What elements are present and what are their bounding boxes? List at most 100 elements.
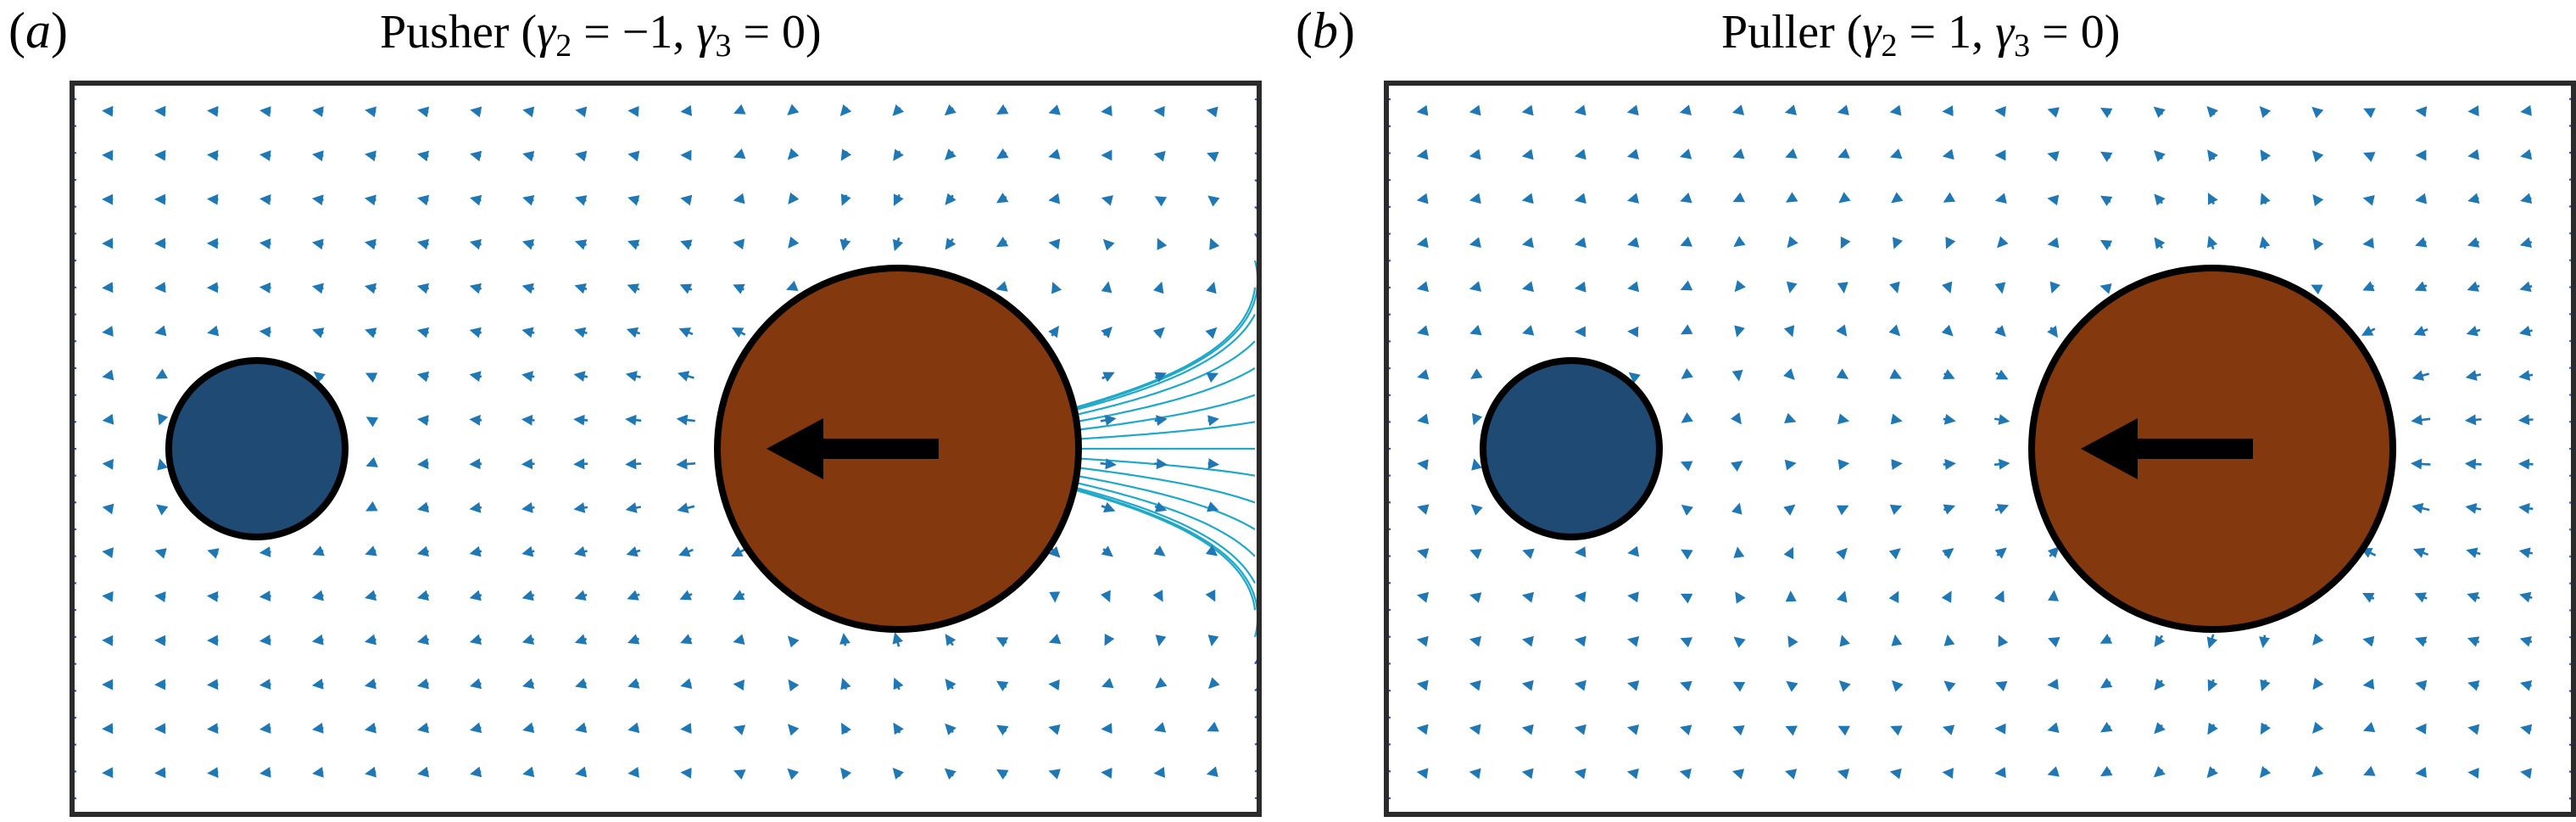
panel-b-velocity-arrow — [2467, 193, 2480, 204]
panel-b-velocity-arrow — [1680, 637, 1692, 648]
panel-a-velocity-arrow — [1155, 677, 1168, 689]
panel-a-velocity-arrow — [680, 767, 692, 779]
panel-a-velocity-arrow — [1101, 545, 1113, 557]
panel-b-velocity-arrow — [1626, 148, 1640, 160]
panel-b-velocity-arrow — [1993, 414, 2010, 425]
panel-a-streamline — [1254, 98, 1257, 101]
panel-a-velocity-arrow — [364, 678, 376, 690]
panel-a-velocity-arrow — [470, 106, 482, 118]
panel-a-streamline — [1078, 482, 1256, 557]
panel-a-velocity-arrow — [1155, 635, 1167, 647]
panel-a-velocity-arrow — [627, 766, 639, 778]
panel-b-velocity-arrow — [1627, 635, 1640, 647]
panel-b-streamline — [1389, 635, 1391, 638]
panel-a-velocity-arrow — [1100, 414, 1117, 426]
panel-b-velocity-arrow — [1574, 281, 1586, 293]
panel-a-velocity-arrow — [469, 238, 482, 250]
panel-a-velocity-arrow — [627, 634, 640, 645]
panel-a-velocity-arrow — [417, 415, 429, 427]
panel-a-velocity-arrow — [733, 634, 745, 646]
panel-a-velocity-arrow — [1048, 545, 1061, 558]
panel-b-velocity-arrow — [2467, 237, 2480, 248]
panel-b-velocity-arrow — [2519, 281, 2533, 293]
panel-b-streamline — [1389, 125, 1391, 127]
panel-a-velocity-arrow — [945, 193, 956, 205]
panel-b-velocity-arrow — [1731, 412, 1742, 425]
panel-a-velocity-arrow — [417, 501, 430, 513]
panel-b-velocity-arrow — [1471, 458, 1482, 471]
panel-b-velocity-arrow — [1890, 725, 1903, 736]
panel-a-velocity-arrow — [627, 678, 640, 689]
panel-a-velocity-arrow — [311, 282, 324, 294]
panel-a-velocity-arrow — [1101, 195, 1113, 206]
panel-a-velocity-arrow — [1207, 721, 1219, 732]
panel-a-velocity-arrow — [1153, 105, 1165, 117]
panel-b-velocity-arrow — [1627, 680, 1640, 691]
panel-b-velocity-arrow — [1521, 768, 1534, 780]
panel-a-velocity-arrow — [945, 723, 956, 735]
panel-a-velocity-arrow — [574, 283, 588, 294]
panel-b-velocity-arrow — [2412, 502, 2430, 514]
panel-b-velocity-arrow — [1888, 590, 1899, 604]
panel-b-velocity-arrow — [1627, 281, 1640, 293]
panel-b-velocity-arrow — [1994, 193, 2007, 204]
panel-b-velocity-arrow — [1733, 546, 1745, 559]
panel-a-streamline — [1074, 488, 1257, 638]
panel-b-streamline — [1389, 716, 1391, 719]
panel-a-velocity-arrow — [312, 766, 324, 778]
panel-b-velocity-arrow — [1470, 504, 1483, 516]
panel-a-streamline — [1076, 487, 1256, 584]
panel-b-velocity-arrow — [2518, 370, 2534, 381]
panel-b-velocity-arrow — [2415, 106, 2428, 118]
panel-a-velocity-arrow — [416, 545, 430, 557]
panel-b-velocity-arrow — [2153, 106, 2166, 119]
panel-a-velocity-arrow — [470, 194, 482, 206]
panel-a-velocity-arrow — [470, 766, 482, 778]
panel-a-velocity-arrow — [575, 106, 588, 118]
panel-b-velocity-arrow — [1838, 192, 1851, 204]
panel-a-velocity-arrow — [945, 678, 956, 691]
panel-a-velocity-arrow — [259, 722, 271, 734]
panel-a-velocity-arrow — [365, 456, 378, 467]
panel-a-velocity-arrow — [311, 238, 324, 250]
panel-a-velocity-arrow — [365, 417, 379, 428]
panel-a-velocity-arrow — [365, 766, 377, 778]
panel-a-velocity-arrow — [1153, 545, 1166, 556]
panel-a-velocity-arrow — [1101, 723, 1112, 735]
panel-b-velocity-arrow — [2412, 547, 2429, 558]
panel-b-velocity-arrow — [1679, 768, 1692, 780]
panel-b-velocity-arrow — [1837, 590, 1848, 603]
panel-b-streamline — [1389, 205, 1391, 209]
panel-a-velocity-arrow — [893, 677, 904, 691]
panel-b-velocity-arrow — [1997, 236, 2009, 249]
panel-b-velocity-arrow — [1943, 680, 1956, 692]
panel-a-velocity-arrow — [840, 148, 852, 161]
panel-b-velocity-arrow — [1681, 549, 1693, 560]
panel-b-streamline — [2568, 770, 2571, 773]
panel-b-velocity-arrow — [1680, 236, 1692, 247]
panel-b-velocity-arrow — [1786, 680, 1798, 692]
panel-b-velocity-arrow — [1628, 372, 1641, 383]
panel-b-velocity-arrow — [1837, 282, 1848, 294]
panel-a-velocity-arrow — [1207, 195, 1220, 207]
panel-a-velocity-arrow — [839, 633, 851, 646]
panel-b-velocity-arrow — [1994, 547, 2007, 559]
panel-b-streamline — [1389, 366, 1391, 370]
panel-a-velocity-arrow — [680, 723, 692, 735]
panel-a-velocity-arrow — [995, 192, 1009, 204]
panel-a-velocity-arrow — [676, 458, 696, 470]
panel-b-velocity-arrow — [2464, 458, 2482, 470]
panel-b-velocity-arrow — [2100, 108, 2113, 119]
panel-b-velocity-arrow — [2312, 633, 2324, 646]
panel-a-velocity-arrow — [1100, 590, 1111, 603]
panel-a-velocity-arrow — [417, 194, 430, 206]
panel-a-velocity-arrow — [892, 767, 905, 780]
panel-b-velocity-arrow — [2362, 152, 2376, 163]
panel-b-velocity-arrow — [2467, 105, 2479, 117]
panel-b-velocity-arrow — [2099, 195, 2113, 207]
panel-b-velocity-arrow — [2467, 767, 2479, 779]
panel-b-velocity-arrow — [2362, 678, 2375, 690]
panel-b-velocity-arrow — [1786, 192, 1798, 203]
panel-a-velocity-arrow — [627, 239, 640, 250]
panel-a-velocity-arrow — [364, 194, 376, 206]
